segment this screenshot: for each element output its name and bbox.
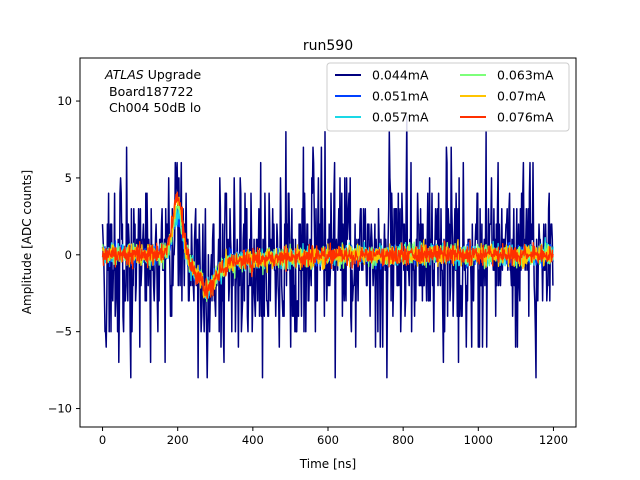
y-tick-label: −10 bbox=[48, 402, 72, 416]
legend-label: 0.057mA bbox=[372, 110, 429, 125]
x-tick-label: 1000 bbox=[464, 433, 493, 447]
x-tick-label: 600 bbox=[317, 433, 339, 447]
legend-label: 0.063mA bbox=[497, 68, 554, 83]
legend-label: 0.076mA bbox=[497, 110, 554, 125]
legend-label: 0.044mA bbox=[372, 68, 429, 83]
y-tick-label: 5 bbox=[65, 171, 72, 185]
y-tick-label: 10 bbox=[57, 94, 72, 108]
legend: 0.044mA 0.051mA 0.057mA 0.063mA 0.07mA 0.076m… bbox=[326, 62, 570, 132]
series-layer bbox=[101, 115, 554, 379]
axes-layer: 0 200 400 600 800 1000 1200 −10 −5 0 5 10 bbox=[48, 57, 577, 447]
atlas-annotation: ATLAS Upgrade Board187722 Ch004 50dB lo bbox=[104, 67, 201, 115]
y-tick-label: 0 bbox=[65, 248, 72, 262]
svg-text:ATLAS Upgrade: ATLAS Upgrade bbox=[104, 67, 201, 82]
annotation-board: Board187722 bbox=[109, 84, 193, 99]
legend-box bbox=[326, 62, 570, 132]
x-tick-label: 400 bbox=[242, 433, 264, 447]
annotation-channel: Ch004 50dB lo bbox=[109, 100, 201, 115]
y-tick-label: −5 bbox=[55, 325, 72, 339]
series-line-0.076mA bbox=[101, 191, 554, 299]
annotation-upgrade: Upgrade bbox=[144, 67, 202, 82]
chart-title: run590 bbox=[303, 38, 353, 54]
y-axis-label: Amplitude [ADC counts] bbox=[20, 170, 34, 314]
annotation-atlas: ATLAS bbox=[104, 67, 144, 82]
x-tick-label: 800 bbox=[392, 433, 414, 447]
x-tick-label: 200 bbox=[167, 433, 189, 447]
x-tick-label: 0 bbox=[99, 433, 106, 447]
x-axis-label: Time [ns] bbox=[299, 457, 356, 471]
x-tick-label: 1200 bbox=[539, 433, 568, 447]
legend-label: 0.051mA bbox=[372, 89, 429, 104]
legend-label: 0.07mA bbox=[497, 89, 546, 104]
